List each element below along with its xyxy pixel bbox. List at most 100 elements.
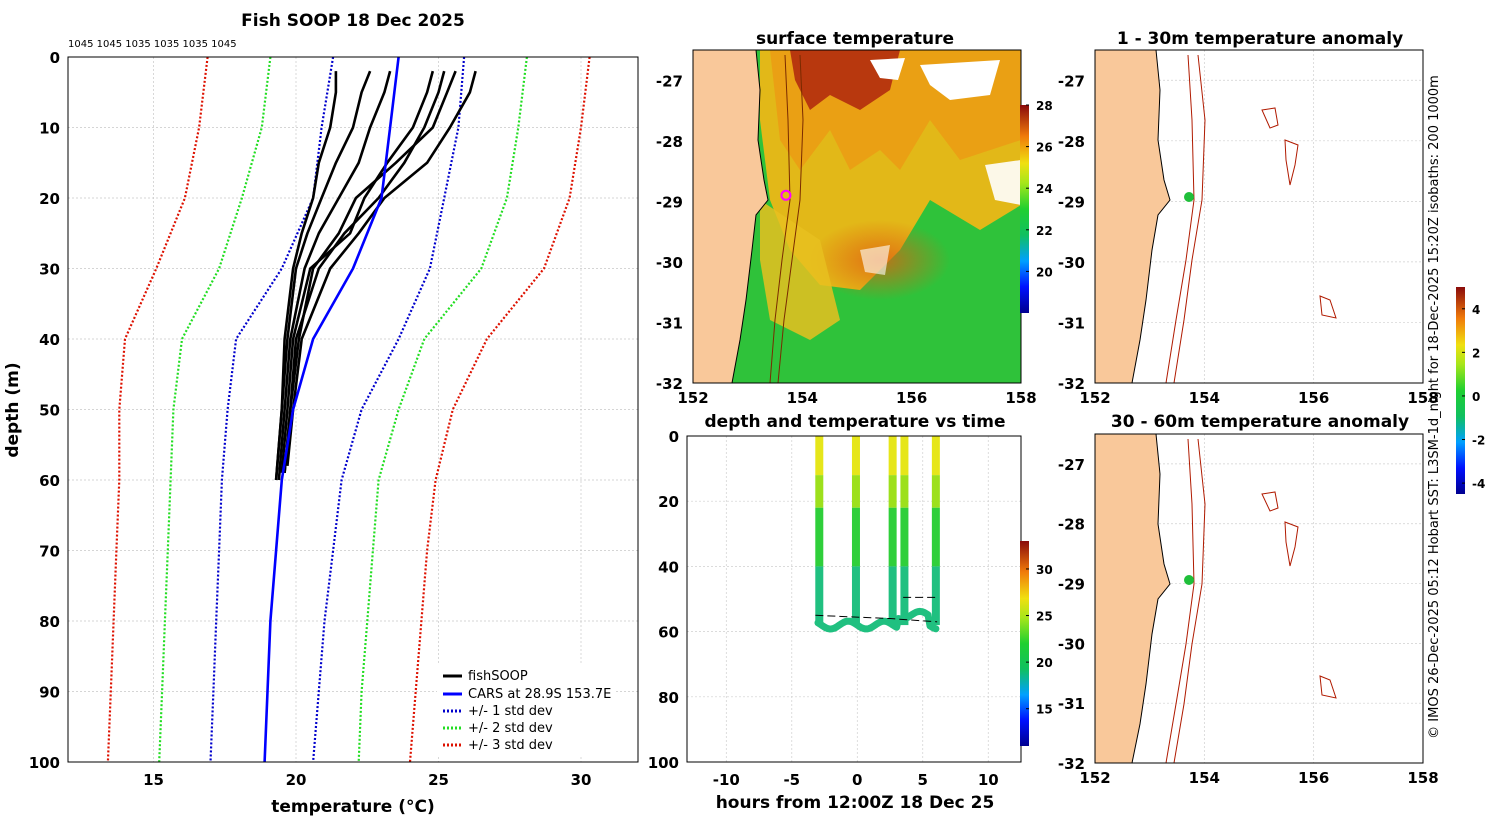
- fish-profile-line: [280, 70, 435, 474]
- anomaly-colorbar: [1456, 287, 1465, 494]
- map-xtick: 154: [787, 389, 818, 407]
- colorbar-tick-label: 22: [1036, 224, 1053, 238]
- bottom-track: [814, 607, 940, 633]
- map-ytick: -31: [656, 314, 683, 332]
- anomaly2-frame: [1094, 433, 1424, 764]
- profile-title: Fish SOOP 18 Dec 2025: [241, 11, 465, 31]
- fish-profile-line: [274, 71, 338, 481]
- legend-std3: +/- 3 std dev: [468, 738, 553, 753]
- cast-segment: [815, 475, 824, 508]
- map-ytick: -32: [656, 375, 683, 393]
- sst-isobath-200: [769, 54, 791, 383]
- profile-xtick: 25: [428, 771, 449, 789]
- fish-profile-line: [274, 70, 372, 481]
- map-ytick: -29: [1058, 193, 1085, 211]
- std1-lower-line: [209, 56, 335, 763]
- profile-xtick: 20: [286, 771, 307, 789]
- profile-ytick: 20: [39, 190, 60, 208]
- fish-profile-line: [277, 70, 392, 481]
- cast-segment: [851, 507, 860, 567]
- anomaly-colorbar-ticks: 4 2 0 -2 -4: [1462, 303, 1485, 491]
- sst-coastal-current: [760, 200, 840, 340]
- sst-ticks: 152 154 156 158 -27 -28 -29 -30 -31 -32: [656, 72, 1037, 407]
- time-panel: depth and temperature vs time -10 -5 0 5 100…: [648, 412, 1053, 813]
- anomaly1-seamount-3: [1319, 295, 1337, 319]
- anomaly1-frame: [1094, 49, 1424, 384]
- profile-panel: Fish SOOP 18 Dec 2025 1045 1045 1035 103…: [3, 11, 639, 817]
- map-ytick: -28: [1058, 133, 1085, 151]
- anomaly1-isobath-1000: [1173, 54, 1206, 383]
- map-xtick: 158: [1407, 769, 1438, 787]
- profile-legend: fishSOOP CARS at 28.9S 153.7E +/- 1 std …: [437, 664, 615, 756]
- time-ytick: 0: [669, 428, 679, 446]
- colorbar-tick-label: 2: [1472, 346, 1480, 360]
- profile-ytick: 0: [50, 49, 60, 67]
- time-xtick: -5: [783, 771, 800, 789]
- std2-upper-line: [357, 56, 528, 763]
- map-xtick: 152: [1079, 389, 1110, 407]
- map-ytick: -28: [1058, 516, 1085, 534]
- profile-ylabel: depth (m): [3, 362, 23, 457]
- profile-frame: [67, 56, 639, 763]
- anomaly1-land: [1095, 50, 1171, 383]
- profile-xtick: 30: [571, 771, 592, 789]
- cast-segment: [900, 566, 909, 626]
- anomaly1-title: 1 - 30m temperature anomaly: [1117, 29, 1403, 49]
- map-xtick: 156: [1298, 389, 1329, 407]
- colorbar-tick-label: 15: [1036, 703, 1053, 717]
- anomaly2-isobath-1000: [1173, 438, 1206, 763]
- colorbar-tick-label: 25: [1036, 610, 1053, 624]
- map-ytick: -27: [1058, 72, 1085, 90]
- fish-profile-line: [286, 70, 477, 467]
- legend-std2: +/- 2 std dev: [468, 721, 553, 736]
- time-colorbar: [1020, 541, 1029, 746]
- anomaly2-title: 30 - 60m temperature anomaly: [1111, 412, 1409, 432]
- sst-title: surface temperature: [756, 29, 954, 49]
- profile-ticks: 15 20 25 30 0 10 20 30 40 50 60 70 80 90 100: [29, 49, 592, 789]
- sst-hot-core: [790, 50, 900, 110]
- map-ytick: -30: [1058, 254, 1085, 272]
- colorbar-tick-label: 0: [1472, 390, 1480, 404]
- sst-cloud-3: [985, 160, 1021, 205]
- sst-cloud-4: [860, 245, 890, 275]
- cars-mean-line: [263, 56, 400, 763]
- fish-profile-line: [283, 70, 446, 474]
- time-xtick: 5: [918, 771, 928, 789]
- legend-cars: CARS at 28.9S 153.7E: [468, 687, 611, 702]
- map-ytick: -28: [656, 133, 683, 151]
- map-xtick: 154: [1189, 389, 1220, 407]
- sst-panel: surface temperature 152 154 156 158 -27 -28 -2…: [656, 29, 1053, 407]
- time-xlabel: hours from 12:00Z 18 Dec 25: [716, 793, 995, 813]
- colorbar-tick-label: 20: [1036, 656, 1053, 670]
- map-ytick: -32: [1058, 375, 1085, 393]
- map-ytick: -32: [1058, 755, 1085, 773]
- map-xtick: 152: [1079, 769, 1110, 787]
- cast-segment: [851, 566, 860, 626]
- time-title: depth and temperature vs time: [705, 412, 1006, 432]
- anomaly2-seamount-3: [1319, 675, 1337, 699]
- profile-ytick: 10: [39, 120, 60, 138]
- anomaly1-seamount-2: [1284, 139, 1299, 186]
- profile-ytick: 50: [39, 402, 60, 420]
- time-xtick: 10: [978, 771, 999, 789]
- colorbar-tick-label: 28: [1036, 99, 1053, 113]
- cast-segment: [815, 436, 824, 476]
- cast-segment: [888, 566, 897, 626]
- map-ytick: -29: [1058, 576, 1085, 594]
- sst-colorbar: [1020, 105, 1029, 313]
- profile-xlabel: temperature (°C): [271, 797, 435, 817]
- anomaly1-map: [1095, 50, 1423, 383]
- map-xtick: 154: [1189, 769, 1220, 787]
- sst-land: [693, 50, 769, 383]
- map-ytick: -27: [1058, 456, 1085, 474]
- map-ytick: -27: [656, 72, 683, 90]
- colorbar-tick-label: -4: [1472, 477, 1485, 491]
- sst-colorbar-ticks: 20 22 24 26 28: [1026, 99, 1053, 279]
- colorbar-tick-label: 4: [1472, 303, 1480, 317]
- anomaly1-panel: 1 - 30m temperature anomaly 152 154 156 158…: [1058, 29, 1439, 407]
- anomaly2-isobath-200: [1165, 438, 1195, 763]
- anomaly2-seamount-2: [1284, 521, 1299, 567]
- time-xtick: 0: [852, 771, 862, 789]
